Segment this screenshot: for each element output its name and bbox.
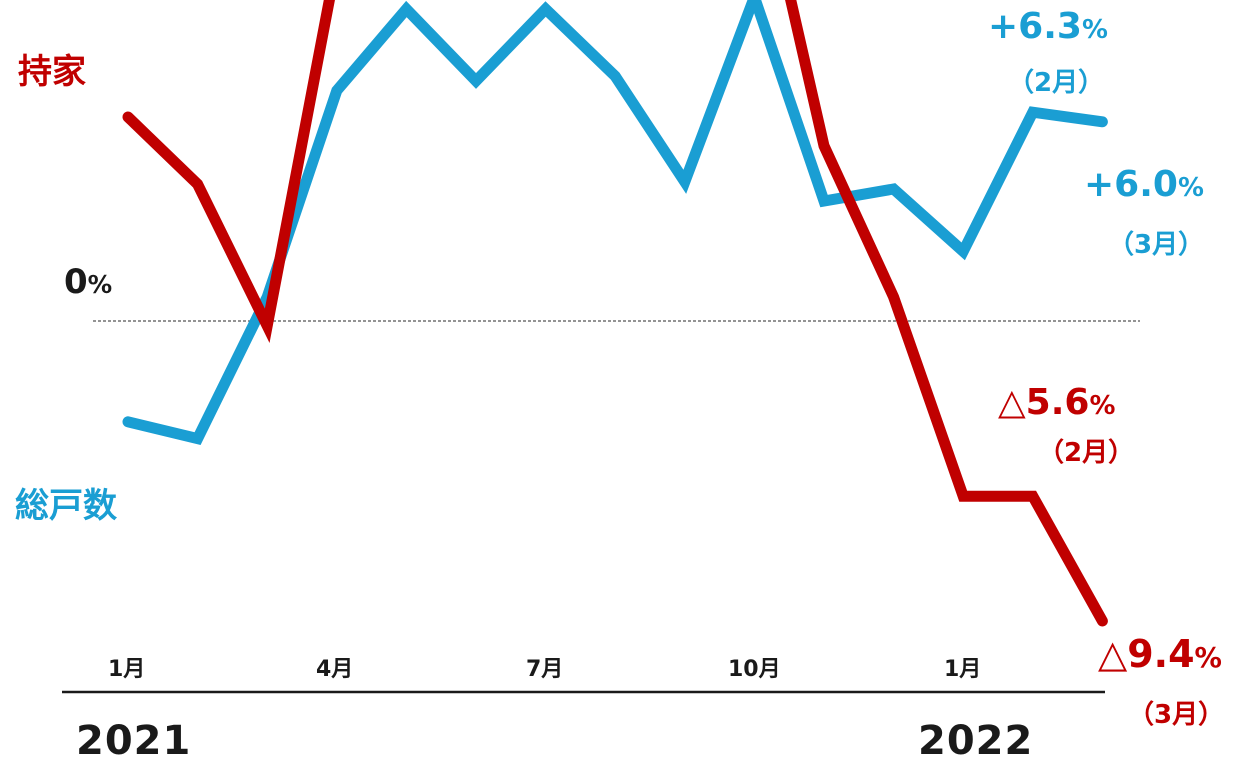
zero-label: 0% [64,262,112,302]
year-label: 2022 [918,718,1034,764]
total-mar-value: +6.0 [1084,164,1178,205]
total-feb-month: （2月） [1008,68,1105,98]
owned-series-label: 持家 [18,52,86,92]
total-mar-annotation: +6.0% [1084,164,1204,205]
owned-feb-month: （2月） [1038,438,1135,468]
total-feb-annotation: +6.3% [988,6,1108,47]
zero-pct-sign: % [87,270,113,299]
owned-feb-pct-sign: % [1089,391,1116,421]
x-tick-label: 10月 [728,657,781,682]
year-label: 2021 [76,718,192,764]
total-feb-pct-sign: % [1081,15,1108,45]
total-series-label: 総戸数 [15,486,117,526]
total-series-line [122,0,1108,445]
total-feb-value: +6.3 [988,6,1082,47]
series-layer [122,0,1108,627]
owned-feb-value: △5.6 [998,382,1090,423]
total-mar-month: （3月） [1108,230,1205,260]
owned-series-line [122,0,1108,627]
x-tick-label: 4月 [316,657,354,682]
total-mar-pct-sign: % [1177,173,1204,203]
zero-value: 0 [64,262,88,302]
owned-mar-value: △9.4 [1098,632,1195,676]
owned-mar-pct-sign: % [1194,643,1222,674]
x-tick-label: 1月 [944,657,982,682]
owned-mar-month: （3月） [1128,700,1225,730]
owned-feb-annotation: △5.6% [998,382,1115,423]
x-tick-label: 7月 [526,657,564,682]
x-tick-label: 1月 [108,657,146,682]
owned-mar-annotation: △9.4% [1098,632,1222,676]
